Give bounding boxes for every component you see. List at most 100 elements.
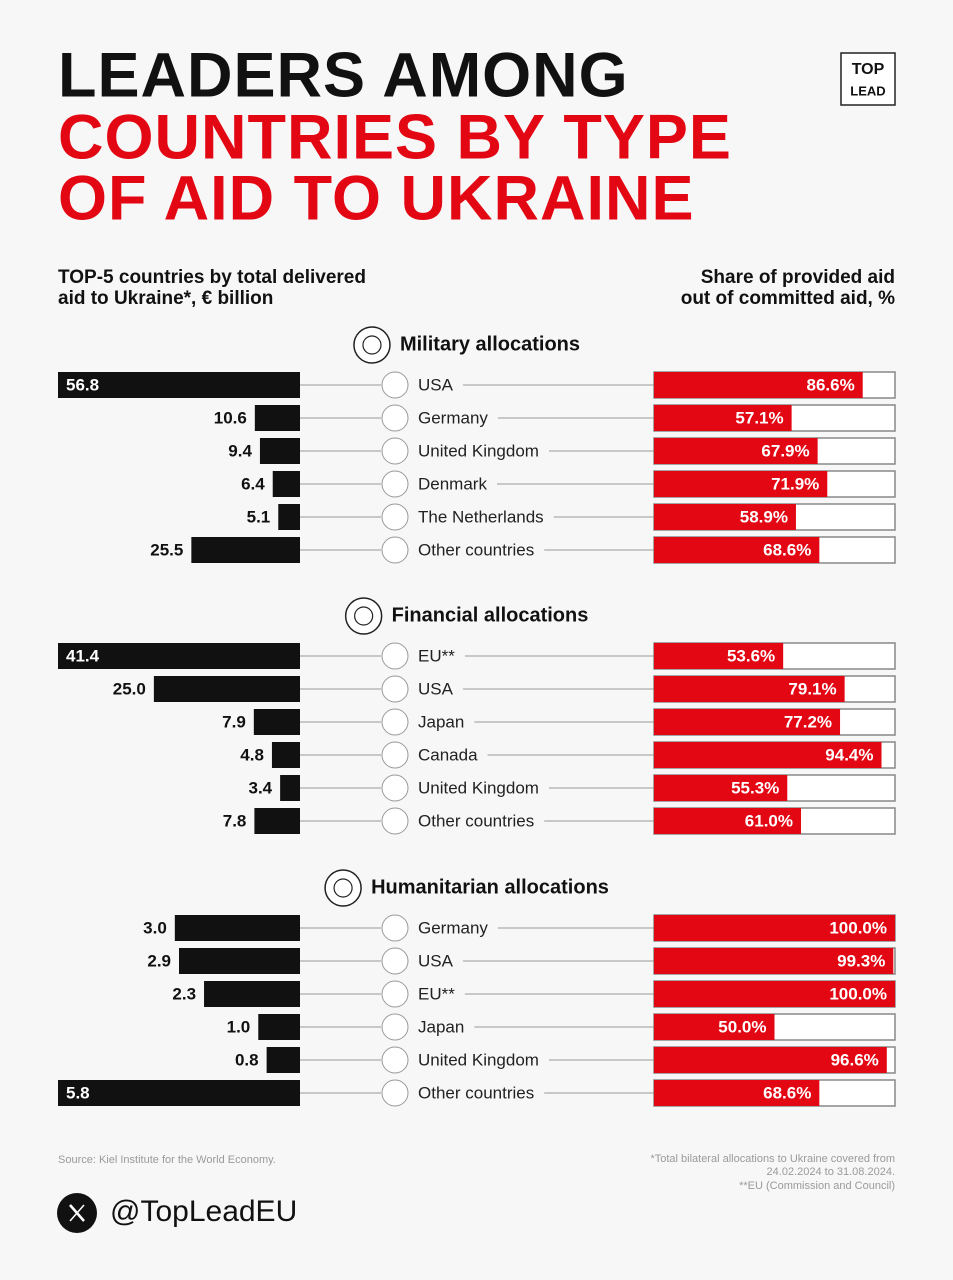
left-caption: aid to Ukraine*, € billion xyxy=(58,288,273,309)
source: Source: Kiel Institute for the World Eco… xyxy=(58,1154,276,1166)
flag-icon xyxy=(381,536,409,564)
total-bar xyxy=(174,915,300,941)
share-bar xyxy=(654,1080,820,1106)
share-label: 86.6% xyxy=(807,375,855,394)
country-name: Other countries xyxy=(418,1083,534,1102)
country-name: Germany xyxy=(418,918,488,937)
share-label: 71.9% xyxy=(771,474,819,493)
title-line: COUNTRIES BY TYPE xyxy=(58,103,732,173)
share-label: 55.3% xyxy=(731,778,779,797)
footnote: *Total bilateral allocations to Ukraine … xyxy=(650,1153,895,1165)
country-name: The Netherlands xyxy=(418,507,544,526)
total-bar xyxy=(153,676,300,702)
total-label: 56.8 xyxy=(66,375,99,394)
section-title: Financial allocations xyxy=(392,604,589,626)
total-bar xyxy=(254,808,300,834)
share-label: 100.0% xyxy=(829,918,887,937)
total-label: 3.4 xyxy=(248,778,272,797)
share-label: 57.1% xyxy=(735,408,783,427)
logo-box xyxy=(840,52,896,106)
flag-icon xyxy=(381,371,409,399)
total-label: 10.6 xyxy=(214,408,247,427)
country-name: USA xyxy=(418,951,454,970)
country-name: EU** xyxy=(418,646,455,665)
flag-icon xyxy=(381,914,409,942)
title-line: OF AID TO UKRAINE xyxy=(58,164,695,234)
flag-icon xyxy=(381,980,409,1008)
total-label: 6.4 xyxy=(241,474,265,493)
section-icon-inner xyxy=(354,606,374,626)
section-icon-inner xyxy=(333,878,353,898)
flag-icon xyxy=(381,675,409,703)
flag-icon xyxy=(381,741,409,769)
share-label: 100.0% xyxy=(829,984,887,1003)
total-label: 7.9 xyxy=(222,712,246,731)
total-bar xyxy=(179,948,300,974)
share-bar xyxy=(654,915,895,941)
country-name: Other countries xyxy=(418,811,534,830)
share-bar xyxy=(654,471,828,497)
country-name: Japan xyxy=(418,1017,464,1036)
total-label: 0.8 xyxy=(235,1050,259,1069)
country-name: Japan xyxy=(418,712,464,731)
share-bar xyxy=(654,948,894,974)
total-bar xyxy=(254,405,300,431)
share-bar xyxy=(654,537,820,563)
section-icon-inner xyxy=(362,335,382,355)
total-label: 3.0 xyxy=(143,918,167,937)
total-bar xyxy=(204,981,300,1007)
total-bar xyxy=(58,1080,300,1106)
share-label: 68.6% xyxy=(763,1083,811,1102)
share-bar xyxy=(654,808,802,834)
left-caption: TOP-5 countries by total delivered xyxy=(58,267,366,288)
share-label: 99.3% xyxy=(837,951,885,970)
total-label: 41.4 xyxy=(66,646,100,665)
section-title: Humanitarian allocations xyxy=(371,876,609,898)
total-bar xyxy=(259,438,300,464)
share-label: 77.2% xyxy=(784,712,832,731)
flag-icon xyxy=(381,947,409,975)
share-label: 79.1% xyxy=(788,679,836,698)
share-label: 68.6% xyxy=(763,540,811,559)
share-bar xyxy=(654,372,863,398)
share-label: 67.9% xyxy=(761,441,809,460)
handle: @TopLeadEU xyxy=(110,1195,297,1228)
country-name: Germany xyxy=(418,408,488,427)
total-bar xyxy=(271,742,300,768)
total-label: 2.9 xyxy=(147,951,171,970)
share-bar xyxy=(654,1047,887,1073)
share-bar xyxy=(654,709,841,735)
footnote: 24.02.2024 to 31.08.2024. xyxy=(767,1166,895,1178)
share-bar xyxy=(654,676,845,702)
footnote: **EU (Commission and Council) xyxy=(739,1180,895,1192)
flag-icon xyxy=(381,1079,409,1107)
country-name: USA xyxy=(418,679,454,698)
total-bar xyxy=(278,504,300,530)
right-caption: out of committed aid, % xyxy=(681,288,895,309)
share-label: 58.9% xyxy=(740,507,788,526)
logo-text: LEAD xyxy=(850,83,885,98)
share-bar xyxy=(654,981,895,1007)
country-name: Other countries xyxy=(418,540,534,559)
x-logo-mark xyxy=(69,1204,85,1222)
share-label: 61.0% xyxy=(745,811,793,830)
total-label: 9.4 xyxy=(228,441,252,460)
share-bar xyxy=(654,405,792,431)
share-bar xyxy=(654,504,796,530)
total-bar xyxy=(280,775,300,801)
flag-icon xyxy=(381,774,409,802)
total-label: 5.8 xyxy=(66,1083,90,1102)
share-label: 96.6% xyxy=(831,1050,879,1069)
flag-icon xyxy=(381,807,409,835)
flag-icon xyxy=(381,503,409,531)
total-bar xyxy=(266,1047,300,1073)
share-bar xyxy=(654,742,882,768)
flag-icon xyxy=(381,470,409,498)
share-label: 50.0% xyxy=(718,1017,766,1036)
title-line: LEADERS AMONG xyxy=(58,41,629,111)
section-icon xyxy=(353,326,391,364)
total-label: 25.0 xyxy=(113,679,146,698)
share-bar xyxy=(654,775,788,801)
total-bar xyxy=(58,372,300,398)
